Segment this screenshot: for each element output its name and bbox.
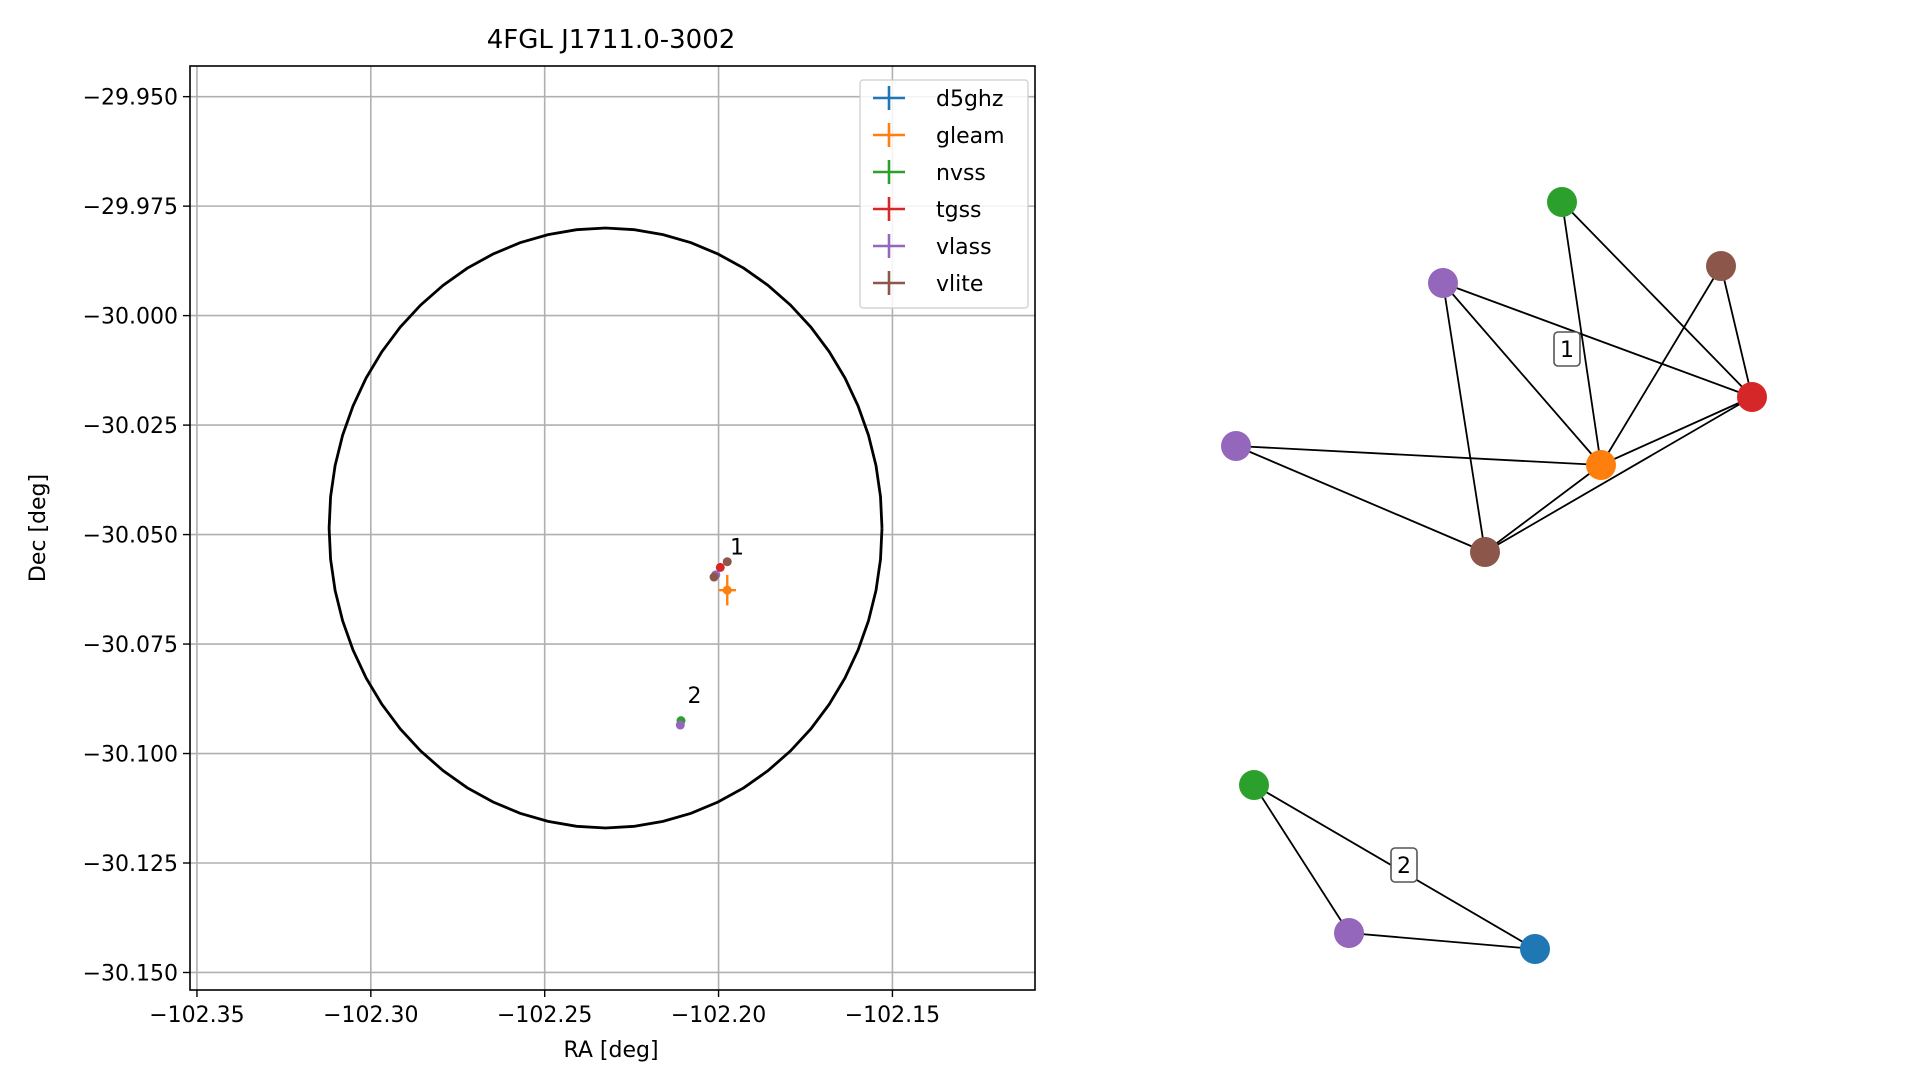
group-annotation: 1 bbox=[730, 535, 744, 560]
graph-edge bbox=[1235, 445, 1602, 466]
legend-entry-vlite: vlite bbox=[873, 271, 983, 297]
graph-nodes bbox=[1221, 187, 1767, 964]
legend-entry-tgss: tgss bbox=[873, 197, 982, 223]
localization-ellipse bbox=[327, 226, 884, 830]
y-axis-ticks: −29.950 −29.975 −30.000 −30.025 −30.050 −30.0… bbox=[83, 86, 190, 986]
x-axis-label: RA [deg] bbox=[563, 1038, 658, 1063]
graph-group-label: 1 bbox=[1553, 331, 1581, 367]
group-label-text: 1 bbox=[1560, 338, 1574, 363]
graph-edge bbox=[1348, 932, 1536, 950]
graph-edge bbox=[1235, 445, 1486, 553]
x-tick-label: −102.30 bbox=[323, 1003, 418, 1028]
data-points bbox=[675, 557, 736, 730]
y-tick-label: −29.950 bbox=[83, 86, 178, 111]
y-tick-label: −30.125 bbox=[83, 852, 178, 877]
plot-title: 4FGL J1711.0-3002 bbox=[487, 25, 736, 55]
association-network-graph: 12 bbox=[1221, 187, 1767, 964]
graph-node bbox=[1470, 537, 1500, 567]
x-tick-label: −102.25 bbox=[497, 1003, 592, 1028]
x-tick-label: −102.35 bbox=[149, 1003, 244, 1028]
point-marker bbox=[675, 720, 685, 730]
graph-node bbox=[1221, 431, 1251, 461]
graph-edge bbox=[1484, 396, 1753, 553]
graph-node bbox=[1334, 918, 1364, 948]
graph-edge bbox=[1720, 265, 1753, 398]
legend-entry-d5ghz: d5ghz bbox=[873, 86, 1003, 112]
data-point-tgss bbox=[715, 562, 725, 572]
graph-node bbox=[1547, 187, 1577, 217]
point-marker bbox=[715, 562, 725, 572]
graph-group-label: 2 bbox=[1390, 847, 1418, 883]
group-annotation: 2 bbox=[688, 684, 702, 709]
graph-node bbox=[1706, 251, 1736, 281]
y-tick-label: −30.150 bbox=[83, 961, 178, 986]
graph-node bbox=[1520, 934, 1550, 964]
graph-node bbox=[1737, 382, 1767, 412]
y-tick-label: −29.975 bbox=[83, 195, 178, 220]
legend-entries: d5ghz gleam nvss tgss vlass vlite bbox=[873, 86, 1005, 297]
group-label-text: 2 bbox=[1397, 854, 1411, 879]
legend: d5ghz gleam nvss tgss vlass vlite bbox=[859, 79, 1029, 309]
y-tick-label: −30.025 bbox=[83, 414, 178, 439]
graph-node bbox=[1428, 268, 1458, 298]
group-label-box bbox=[1553, 331, 1581, 367]
legend-label: d5ghz bbox=[936, 87, 1003, 112]
graph-node bbox=[1586, 450, 1616, 480]
legend-entry-nvss: nvss bbox=[873, 160, 986, 186]
graph-edge bbox=[1442, 282, 1486, 553]
y-tick-label: −30.050 bbox=[83, 524, 178, 549]
point-marker bbox=[722, 557, 732, 567]
graph-edge bbox=[1253, 784, 1350, 934]
group-label-box bbox=[1390, 847, 1418, 883]
graph-edge bbox=[1600, 265, 1722, 466]
graph-group-labels: 12 bbox=[1390, 331, 1581, 883]
y-tick-label: −30.100 bbox=[83, 743, 178, 768]
graph-node bbox=[1239, 770, 1269, 800]
y-tick-label: −30.075 bbox=[83, 633, 178, 658]
legend-label: nvss bbox=[936, 161, 986, 186]
graph-edge bbox=[1442, 282, 1602, 466]
x-tick-label: −102.15 bbox=[845, 1003, 940, 1028]
legend-label: tgss bbox=[936, 198, 982, 223]
legend-entry-gleam: gleam bbox=[873, 123, 1005, 149]
data-point-gleam bbox=[718, 574, 736, 606]
y-axis-label: Dec [deg] bbox=[26, 474, 51, 582]
point-annotations: 12 bbox=[688, 535, 744, 709]
graph-edge bbox=[1600, 396, 1753, 466]
legend-entry-vlass: vlass bbox=[873, 234, 992, 260]
legend-box bbox=[859, 79, 1029, 309]
point-marker bbox=[709, 572, 719, 582]
graph-edge bbox=[1442, 282, 1753, 398]
x-axis-ticks: −102.35 −102.30 −102.25 −102.20 −102.15 bbox=[149, 990, 940, 1028]
graph-edge bbox=[1484, 464, 1602, 553]
y-tick-label: −30.000 bbox=[83, 305, 178, 330]
graph-edge bbox=[1561, 201, 1753, 398]
sky-position-plot: 4FGL J1711.0-3002 12 −102.35 −102.30 −102.… bbox=[26, 25, 1036, 1063]
data-point-vlite bbox=[722, 557, 732, 567]
localization-circle bbox=[327, 226, 884, 830]
point-marker bbox=[722, 585, 732, 595]
legend-label: gleam bbox=[936, 124, 1005, 149]
plot-frame bbox=[189, 65, 1036, 991]
x-tick-label: −102.20 bbox=[671, 1003, 766, 1028]
data-point-vlass bbox=[675, 720, 685, 730]
data-point-vlite bbox=[709, 572, 719, 582]
legend-label: vlass bbox=[936, 235, 992, 260]
legend-label: vlite bbox=[936, 272, 983, 297]
